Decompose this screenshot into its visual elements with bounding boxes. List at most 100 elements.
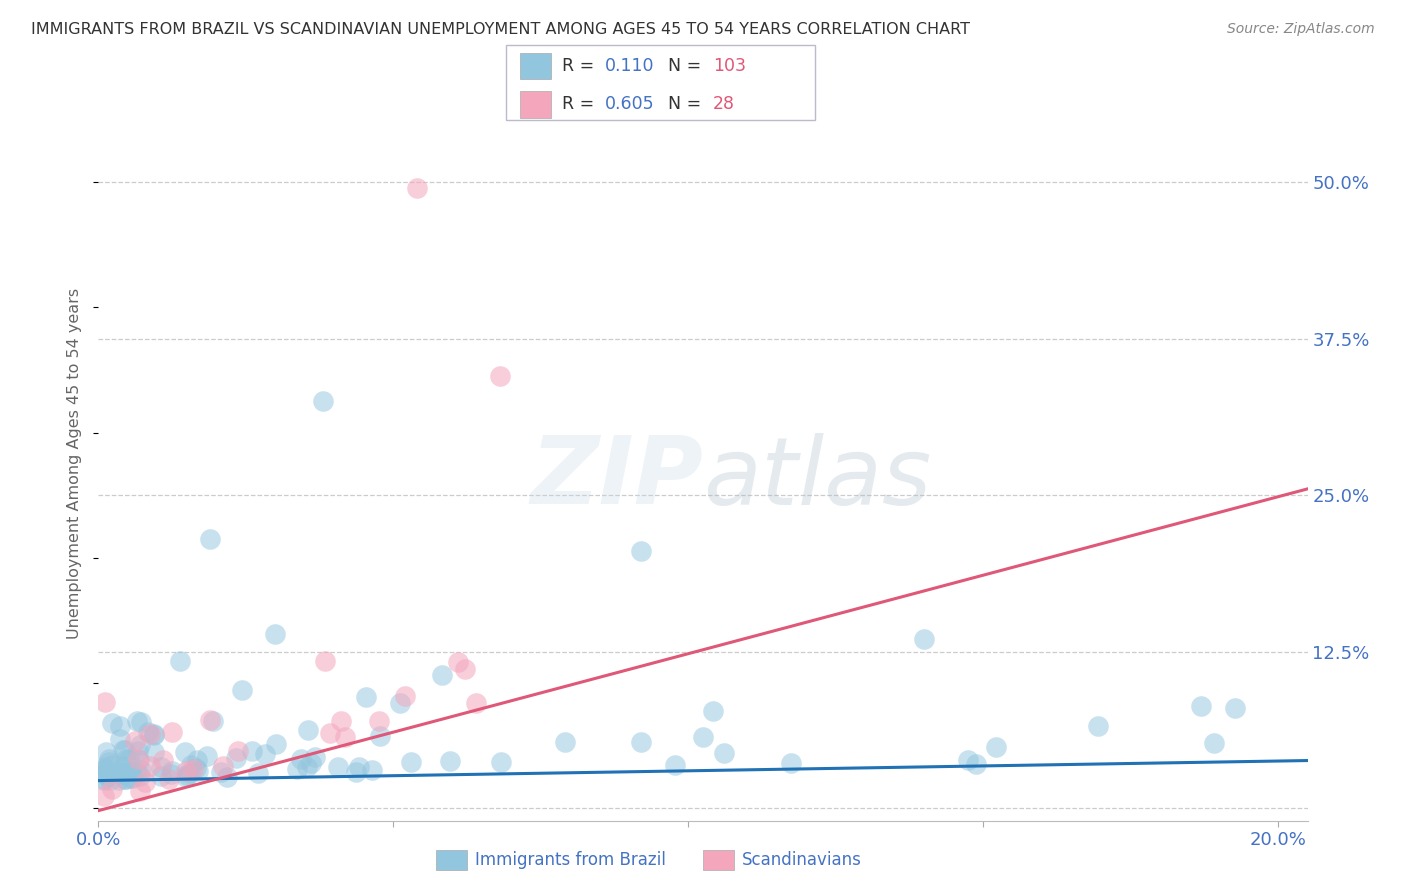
Point [314,654,336,668]
Point [143,745,166,759]
Point [129,763,152,777]
Point [488,369,510,384]
Point [246,765,269,780]
Point [447,655,470,669]
Point [200,532,222,546]
Point [160,764,183,779]
Point [143,727,166,741]
Point [664,758,686,772]
Point [344,765,367,780]
Point [122,772,145,786]
Point [465,696,488,710]
Point [127,714,149,729]
Point [127,764,149,779]
Point [263,626,285,640]
Point [180,757,202,772]
Point [311,394,333,409]
Point [215,770,238,784]
Point [98,772,121,787]
Point [129,784,152,798]
Point [110,766,132,780]
Point [139,727,162,741]
Point [108,772,131,787]
Point [101,716,124,731]
Point [630,734,652,748]
Point [93,789,115,803]
Point [160,767,183,781]
Text: R =: R = [562,95,600,113]
Point [101,782,124,797]
Point [1087,718,1109,732]
Text: 103: 103 [713,57,745,75]
Point [129,714,152,729]
Point [98,766,121,780]
Point [114,772,136,787]
Text: atlas: atlas [703,433,931,524]
Text: N =: N = [657,95,706,113]
Point [142,728,165,742]
Point [181,762,204,776]
Point [97,769,120,783]
Point [394,690,416,704]
Point [333,731,356,745]
Text: ZIP: ZIP [530,432,703,524]
Point [254,747,277,761]
Point [179,765,201,780]
Point [195,748,218,763]
Point [138,758,160,772]
Point [98,756,121,770]
Point [96,745,118,759]
Point [630,544,652,558]
Point [389,696,412,710]
Point [174,770,197,784]
Point [184,761,207,775]
Point [128,754,150,768]
Text: Source: ZipAtlas.com: Source: ZipAtlas.com [1227,22,1375,37]
Point [226,744,249,758]
Point [361,763,384,777]
Point [174,764,197,778]
Point [780,756,803,770]
Point [120,771,142,785]
Point [100,757,122,772]
Point [304,750,326,764]
Point [225,751,247,765]
Point [129,769,152,783]
Point [692,731,714,745]
Point [93,765,115,780]
Point [93,762,115,776]
Point [285,762,308,776]
Point [93,760,115,774]
Point [174,745,197,759]
Point [354,690,377,704]
Point [127,744,149,758]
Point [347,760,370,774]
Text: N =: N = [657,57,706,75]
Point [93,772,115,786]
Point [702,704,724,718]
Point [94,767,117,781]
Point [186,753,208,767]
Point [212,759,235,773]
Point [295,760,318,774]
Point [94,695,117,709]
Point [138,725,160,739]
Point [367,714,389,729]
Point [157,772,180,787]
Point [491,755,513,769]
Point [399,755,422,769]
Point [1223,700,1246,714]
Point [115,752,138,766]
Point [290,751,312,765]
Point [912,632,935,646]
Point [111,758,134,772]
Point [114,743,136,757]
Point [108,732,131,747]
Point [430,668,453,682]
Point [93,772,115,787]
Point [209,765,232,780]
Point [439,754,461,768]
Text: R =: R = [562,57,600,75]
Point [97,752,120,766]
Point [240,744,263,758]
